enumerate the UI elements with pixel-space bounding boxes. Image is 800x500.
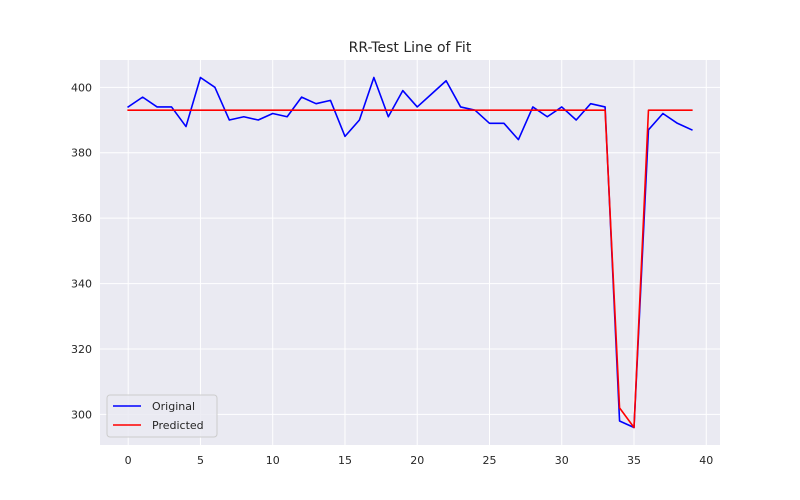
y-tick-label: 400 (71, 81, 92, 94)
y-tick-label: 380 (71, 147, 92, 160)
x-tick-label: 35 (627, 454, 641, 467)
x-axis-ticks: 0 5 10 15 20 25 30 35 40 (125, 454, 714, 467)
x-tick-label: 15 (338, 454, 352, 467)
y-tick-label: 360 (71, 212, 92, 225)
legend-label-predicted: Predicted (152, 419, 204, 432)
x-tick-label: 5 (197, 454, 204, 467)
series-line-predicted (127, 109, 693, 429)
x-tick-label: 20 (410, 454, 424, 467)
x-tick-label: 0 (125, 454, 132, 467)
legend-label-original: Original (152, 400, 195, 413)
series-layer (127, 76, 693, 429)
series-line-original (127, 76, 693, 429)
chart-title: RR-Test Line of Fit (349, 40, 472, 56)
x-tick-label: 10 (266, 454, 280, 467)
y-tick-label: 300 (71, 408, 92, 421)
x-tick-label: 40 (699, 454, 713, 467)
plot-area (100, 60, 720, 445)
x-tick-label: 25 (482, 454, 496, 467)
y-axis-ticks: 300 320 340 360 380 400 (71, 81, 92, 421)
y-tick-label: 340 (71, 278, 92, 291)
y-tick-label: 320 (71, 343, 92, 356)
legend: Original Predicted (106, 394, 218, 438)
x-tick-label: 30 (555, 454, 569, 467)
